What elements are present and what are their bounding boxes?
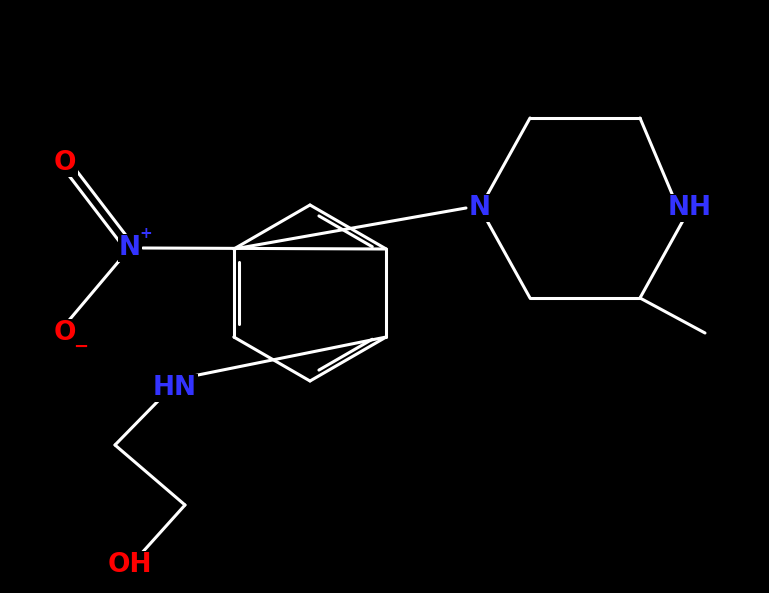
Text: +: + <box>140 225 152 241</box>
Text: N: N <box>469 195 491 221</box>
Text: N: N <box>119 235 141 261</box>
Text: O: O <box>54 320 76 346</box>
Text: OH: OH <box>108 552 152 578</box>
Text: HN: HN <box>153 375 197 401</box>
Text: NH: NH <box>668 195 712 221</box>
Text: O: O <box>54 150 76 176</box>
Text: −: − <box>73 338 88 356</box>
